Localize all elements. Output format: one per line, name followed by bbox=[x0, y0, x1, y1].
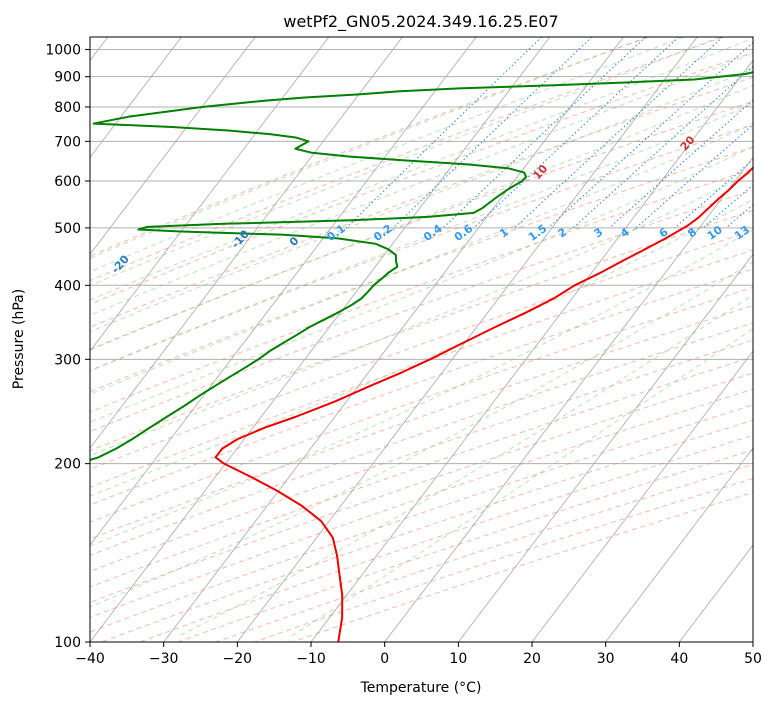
x-tick-label: −30 bbox=[149, 651, 179, 667]
isotherm-line bbox=[384, 156, 753, 642]
y-axis-title: Pressure (hPa) bbox=[11, 289, 27, 389]
moist-adiabat-line bbox=[90, 171, 753, 457]
mixing-ratio-line bbox=[547, 41, 753, 229]
series-layer bbox=[90, 71, 753, 642]
moist-adiabat-line bbox=[90, 229, 753, 547]
isotherm-line bbox=[90, 37, 403, 449]
moist-adiabat-line bbox=[90, 103, 753, 372]
mixing-ratio-line bbox=[473, 37, 680, 229]
chart-title: wetPf2_GN05.2024.349.16.25.E07 bbox=[283, 12, 558, 32]
dewpoint-profile-line bbox=[90, 71, 753, 462]
moist-adiabat-line bbox=[90, 37, 753, 301]
temperature-profile-line bbox=[214, 166, 753, 642]
y-tick-label: 500 bbox=[54, 221, 81, 237]
y-tick-label: 900 bbox=[54, 70, 81, 86]
dry-adiabat-line bbox=[90, 123, 753, 372]
isotherm-line bbox=[458, 253, 753, 642]
isotherm-line bbox=[90, 37, 551, 642]
isotherm-line bbox=[605, 447, 753, 642]
dry-adiabat-line bbox=[90, 404, 753, 633]
y-tick-label: 800 bbox=[54, 100, 81, 116]
y-tick-label: 400 bbox=[54, 278, 81, 294]
dry-adiabat-line bbox=[90, 322, 753, 556]
x-axis-title: Temperature (°C) bbox=[360, 680, 482, 696]
x-tick-label: 40 bbox=[670, 651, 688, 667]
isotherm-line bbox=[237, 37, 698, 642]
x-tick-label: −40 bbox=[75, 651, 105, 667]
dry-adiabat-line bbox=[90, 249, 753, 488]
dry-adiabat-line bbox=[90, 372, 753, 603]
dry-adiabat-line bbox=[90, 76, 753, 328]
background-lines bbox=[90, 37, 753, 642]
x-tick-label: 0 bbox=[380, 651, 389, 667]
x-tick-label: −10 bbox=[296, 651, 326, 667]
dry-adiabat-line bbox=[90, 339, 753, 572]
dry-adiabat-line bbox=[177, 449, 753, 642]
y-axis: 100 200 300 400 500 600 700 800 900 1000 bbox=[45, 43, 90, 651]
dry-adiabat-line bbox=[90, 100, 753, 350]
mixing-ratio-line bbox=[608, 99, 753, 229]
isotherm-line bbox=[90, 37, 256, 255]
x-tick-label: 50 bbox=[744, 651, 762, 667]
x-axis: −40 −30 −20 −10 0 10 20 30 40 50 bbox=[75, 642, 762, 667]
y-tick-label: 600 bbox=[54, 174, 81, 190]
dry-adiabat-line bbox=[90, 268, 753, 506]
moist-adiabat-line bbox=[90, 123, 753, 395]
moist-adiabat-line bbox=[176, 294, 753, 638]
x-tick-label: 30 bbox=[597, 651, 615, 667]
dry-adiabat-line bbox=[90, 304, 753, 540]
dry-adiabat-line bbox=[101, 419, 753, 642]
isotherm-line bbox=[531, 350, 753, 642]
x-tick-label: 10 bbox=[449, 651, 467, 667]
moist-adiabat-line bbox=[90, 67, 753, 333]
isotherm-line bbox=[90, 37, 477, 546]
moist-adiabat-line bbox=[90, 37, 684, 273]
mixing-ratio-line bbox=[635, 123, 753, 229]
y-tick-label: 700 bbox=[54, 134, 81, 150]
dry-adiabat-line bbox=[253, 477, 753, 642]
mixing-ratio-line bbox=[442, 37, 646, 229]
moist-adiabat-line bbox=[90, 37, 648, 259]
plot-frame bbox=[89, 36, 754, 643]
x-tick-label: −20 bbox=[223, 651, 253, 667]
y-tick-label: 100 bbox=[54, 635, 81, 651]
dry-adiabat-line bbox=[90, 168, 753, 413]
y-tick-label: 300 bbox=[54, 352, 81, 368]
mixing-ratio-line bbox=[345, 37, 542, 229]
moist-adiabat-line bbox=[289, 327, 753, 638]
y-tick-label: 1000 bbox=[45, 43, 81, 59]
mixing-ratio-line bbox=[674, 159, 753, 229]
x-tick-label: 20 bbox=[523, 651, 541, 667]
isotherm-line bbox=[90, 37, 330, 352]
dry-adiabat-line bbox=[90, 189, 753, 433]
isotherm-line bbox=[90, 37, 182, 159]
y-tick-label: 200 bbox=[54, 457, 81, 473]
